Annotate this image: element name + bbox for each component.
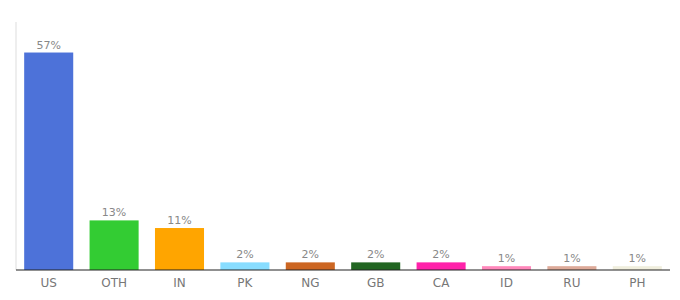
x-tick-label: PH [629, 276, 645, 290]
chart: 57% 13% 11% 2% 2% 2% 2% 1% 1% 1% US OTH IN PK NG GB CA ID… [0, 0, 680, 300]
bar [417, 262, 466, 270]
data-label: 1% [563, 252, 580, 265]
bar [351, 262, 400, 270]
data-labels: 57% 13% 11% 2% 2% 2% 2% 1% 1% 1% [36, 39, 646, 266]
data-label: 2% [432, 248, 449, 261]
data-label: 2% [367, 248, 384, 261]
x-tick-label: ID [500, 276, 513, 290]
y-axis [16, 22, 17, 270]
data-label: 1% [498, 252, 515, 265]
data-label: 13% [102, 206, 126, 219]
chart-container: 57% 13% 11% 2% 2% 2% 2% 1% 1% 1% US OTH IN PK NG GB CA ID… [0, 0, 680, 300]
bar [220, 262, 269, 270]
data-label: 2% [302, 248, 319, 261]
page: {"chart_data": {"type": "bar", "categori… [0, 0, 680, 300]
bar [90, 220, 139, 270]
x-tick-label: NG [301, 276, 319, 290]
x-tick-label: GB [367, 276, 385, 290]
x-tick-label: IN [173, 276, 186, 290]
x-tick-label: OTH [101, 276, 127, 290]
bar [286, 262, 335, 270]
data-label: 2% [236, 248, 253, 261]
x-tick-label: RU [563, 276, 580, 290]
x-axis [16, 269, 670, 270]
bar [155, 228, 204, 270]
x-tick-label: PK [237, 276, 253, 290]
x-tick-labels: US OTH IN PK NG GB CA ID RU PH [40, 276, 645, 290]
data-label: 57% [36, 39, 60, 52]
bars [24, 53, 662, 270]
x-tick-label: US [40, 276, 56, 290]
data-label: 11% [167, 214, 191, 227]
bar [24, 53, 73, 270]
x-tick-label: CA [433, 276, 450, 290]
data-label: 1% [629, 252, 646, 265]
